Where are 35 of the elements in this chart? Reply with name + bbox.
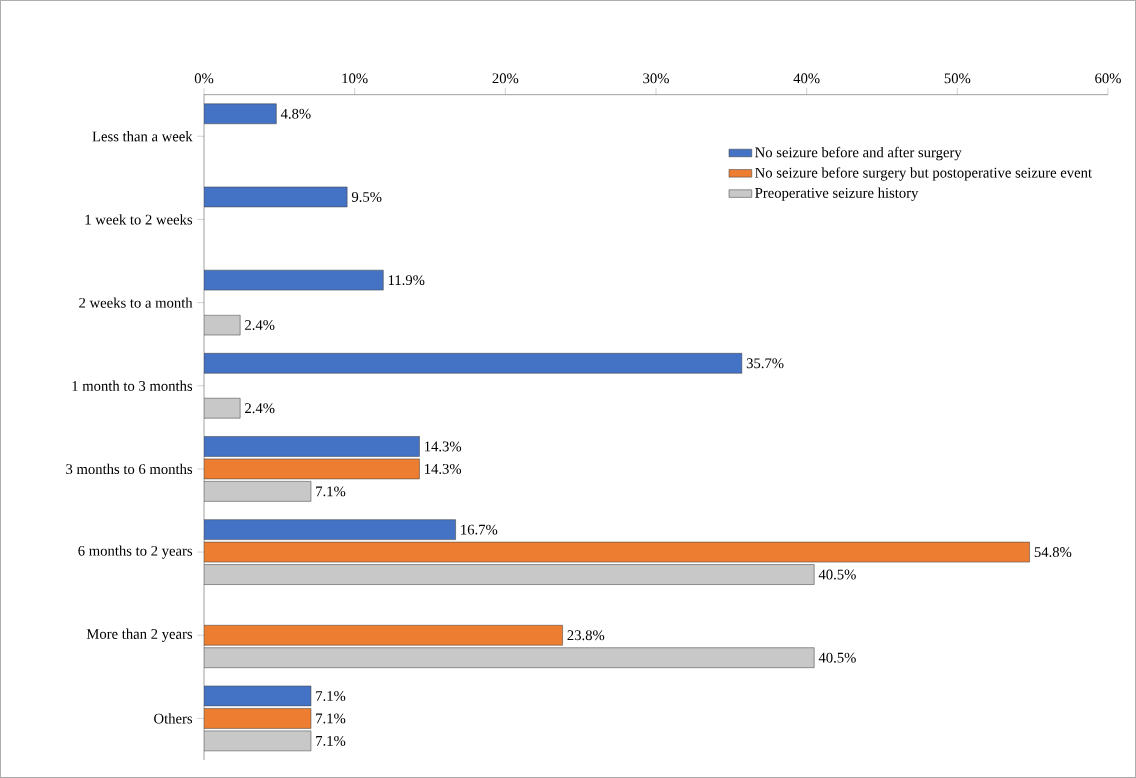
legend-label: No seizure before and after surgery <box>755 146 962 161</box>
data-label: 14.3% <box>425 441 462 452</box>
data-label: 7.1% <box>316 690 346 701</box>
x-tick-label: 60% <box>1095 73 1121 84</box>
data-label: 14.3% <box>425 463 462 474</box>
data-label: 23.8% <box>567 630 605 641</box>
y-tick-label: Less than a week <box>92 131 193 142</box>
data-label: 16.7% <box>461 524 498 535</box>
data-label: 40.5% <box>818 652 856 663</box>
y-tick-label: Others <box>154 713 193 724</box>
data-label: 4.8% <box>280 108 311 119</box>
x-tick-label: 20% <box>492 73 519 84</box>
data-label: 7.1% <box>316 713 346 724</box>
y-tick-label: 6 months to 2 years <box>78 545 193 559</box>
legend-label: Preoperative seizure history <box>755 187 919 201</box>
x-tick-label: 10% <box>342 73 368 84</box>
x-tick-label: 30% <box>643 73 669 84</box>
x-tick-label: 0% <box>194 73 214 84</box>
y-tick-label: More than 2 years <box>86 628 193 642</box>
y-tick-label: 1 week to 2 weeks <box>85 214 193 225</box>
data-label: 2.4% <box>245 403 275 414</box>
data-label: 54.8% <box>1034 547 1072 558</box>
data-label: 2.4% <box>245 320 275 331</box>
x-tick-label: 50% <box>944 73 971 84</box>
y-tick-label: 2 weeks to a month <box>79 297 193 308</box>
y-tick-label: 3 months to 6 months <box>66 463 193 475</box>
legend-label: No seizure before surgery but postoperative seizure event <box>755 167 1092 181</box>
data-label: 35.7% <box>746 358 784 369</box>
data-label: 7.1% <box>316 735 346 746</box>
x-tick-label: 40% <box>793 73 820 84</box>
y-tick-label: 1 month to 3 months <box>72 380 193 391</box>
data-label: 7.1% <box>316 486 346 497</box>
data-label: 40.5% <box>818 569 856 580</box>
data-label: 9.5% <box>351 191 382 202</box>
data-label: 11.9% <box>388 275 425 286</box>
